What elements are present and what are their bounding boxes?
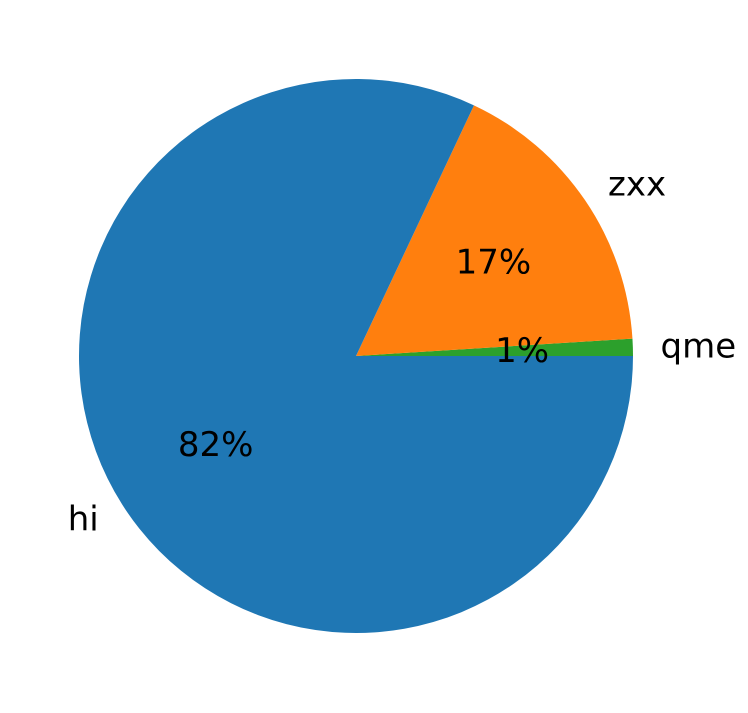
pie-labels: qme 1% zxx 17% hi 82% xyxy=(68,165,736,540)
pie-slice-hi xyxy=(78,79,633,633)
slice-label-hi: hi xyxy=(68,499,99,539)
slice-percent-qme: 1% xyxy=(495,331,549,371)
slice-label-qme: qme xyxy=(661,326,737,366)
pie-slice-qme xyxy=(356,338,633,356)
slice-percent-zxx: 17% xyxy=(456,243,532,283)
slice-percent-hi: 82% xyxy=(178,425,254,465)
pie-slice-zxx xyxy=(356,105,633,356)
slice-label-zxx: zxx xyxy=(608,165,666,205)
pie-slices xyxy=(78,79,633,633)
